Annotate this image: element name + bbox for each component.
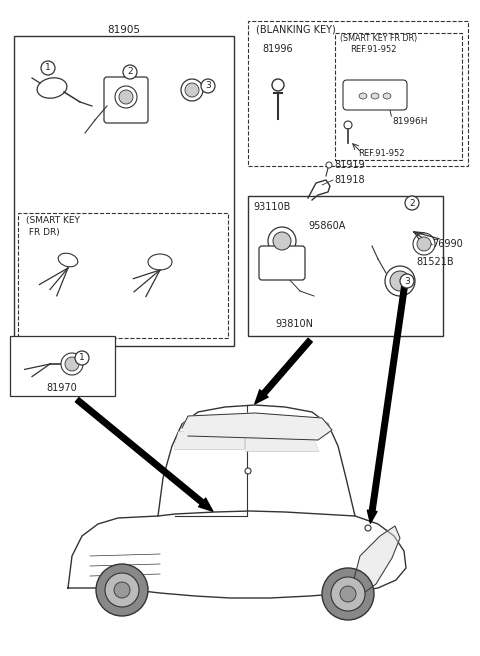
Circle shape xyxy=(326,162,332,168)
Circle shape xyxy=(405,196,419,210)
Circle shape xyxy=(268,227,296,255)
Text: 93110B: 93110B xyxy=(253,202,290,212)
Circle shape xyxy=(181,79,203,101)
Circle shape xyxy=(365,525,371,531)
Ellipse shape xyxy=(58,253,78,267)
Text: 81919: 81919 xyxy=(334,160,365,170)
Ellipse shape xyxy=(37,78,67,98)
Circle shape xyxy=(119,90,133,104)
Text: REF.91-952: REF.91-952 xyxy=(358,148,405,157)
Ellipse shape xyxy=(383,93,391,99)
Circle shape xyxy=(272,79,284,91)
Text: FR DR): FR DR) xyxy=(26,228,60,237)
Circle shape xyxy=(65,357,79,371)
Text: 3: 3 xyxy=(404,276,410,285)
Circle shape xyxy=(185,83,199,97)
Circle shape xyxy=(201,79,215,93)
Text: REF.91-952: REF.91-952 xyxy=(350,45,396,54)
Circle shape xyxy=(114,582,130,598)
Text: 81970: 81970 xyxy=(47,383,77,393)
Circle shape xyxy=(417,237,431,251)
Circle shape xyxy=(123,65,137,79)
Circle shape xyxy=(400,274,414,288)
Text: 81996H: 81996H xyxy=(392,117,428,127)
Polygon shape xyxy=(246,436,318,451)
Ellipse shape xyxy=(148,254,172,270)
Text: 1: 1 xyxy=(45,64,51,73)
Text: 1: 1 xyxy=(79,354,85,363)
Circle shape xyxy=(75,351,89,365)
Circle shape xyxy=(331,577,365,611)
Text: (SMART KEY FR DR): (SMART KEY FR DR) xyxy=(340,35,417,43)
Circle shape xyxy=(413,233,435,255)
FancyArrowPatch shape xyxy=(75,398,213,511)
Circle shape xyxy=(96,564,148,616)
Circle shape xyxy=(344,121,352,129)
FancyArrowPatch shape xyxy=(367,278,408,523)
Circle shape xyxy=(273,232,291,250)
FancyBboxPatch shape xyxy=(248,196,443,336)
Text: 2: 2 xyxy=(127,68,133,77)
Text: (BLANKING KEY): (BLANKING KEY) xyxy=(256,25,336,35)
Text: 81905: 81905 xyxy=(108,25,141,35)
FancyBboxPatch shape xyxy=(104,77,148,123)
Ellipse shape xyxy=(359,93,367,99)
FancyBboxPatch shape xyxy=(10,336,115,396)
Polygon shape xyxy=(182,413,332,440)
Text: 81521B: 81521B xyxy=(416,257,454,267)
Polygon shape xyxy=(158,405,355,516)
Circle shape xyxy=(61,353,83,375)
Text: 81996: 81996 xyxy=(263,44,293,54)
FancyBboxPatch shape xyxy=(14,36,234,346)
Text: 3: 3 xyxy=(205,81,211,91)
Text: 81918: 81918 xyxy=(334,175,365,185)
Text: 93810N: 93810N xyxy=(275,319,313,329)
Circle shape xyxy=(41,61,55,75)
Polygon shape xyxy=(175,432,244,449)
Circle shape xyxy=(322,568,374,620)
Text: (SMART KEY: (SMART KEY xyxy=(26,216,80,226)
Text: 95860A: 95860A xyxy=(308,221,346,231)
Ellipse shape xyxy=(371,93,379,99)
FancyBboxPatch shape xyxy=(248,21,468,166)
Circle shape xyxy=(390,271,410,291)
Polygon shape xyxy=(350,526,400,596)
Circle shape xyxy=(340,586,356,602)
FancyBboxPatch shape xyxy=(335,33,462,160)
FancyBboxPatch shape xyxy=(259,246,305,280)
FancyBboxPatch shape xyxy=(18,213,228,338)
Circle shape xyxy=(115,86,137,108)
Circle shape xyxy=(105,573,139,607)
FancyArrowPatch shape xyxy=(255,338,312,404)
Circle shape xyxy=(245,468,251,474)
Text: 76990: 76990 xyxy=(432,239,463,249)
Text: 2: 2 xyxy=(409,199,415,207)
Polygon shape xyxy=(68,511,406,598)
Circle shape xyxy=(385,266,415,296)
FancyBboxPatch shape xyxy=(343,80,407,110)
